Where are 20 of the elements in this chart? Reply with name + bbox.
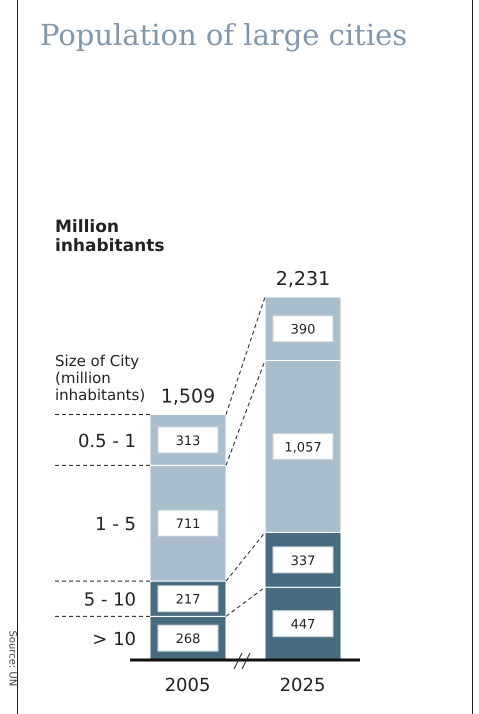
- data-label: 313: [176, 434, 200, 449]
- data-label: 268: [176, 632, 200, 648]
- series-label: > 10: [92, 629, 136, 650]
- series-label: 5 - 10: [84, 590, 136, 611]
- total-label: 1,509: [160, 385, 216, 408]
- chart-title: Population of large cities: [40, 18, 408, 52]
- y-axis-title: Million inhabitants: [55, 217, 166, 256]
- data-label: 217: [176, 592, 200, 608]
- data-label: 390: [290, 322, 316, 338]
- total-label: 2,231: [276, 268, 330, 290]
- data-label: 711: [176, 517, 200, 532]
- legend-title: Size of City (million inhabitants): [55, 352, 146, 404]
- x-tick-label: 2025: [280, 674, 326, 696]
- data-label: 1,057: [284, 440, 322, 456]
- x-tick-label: 2005: [164, 674, 210, 696]
- series-label: 0.5 - 1: [78, 430, 136, 452]
- source-note: Source: UN: [6, 630, 18, 688]
- data-label: 447: [290, 618, 316, 633]
- data-label: 337: [290, 554, 316, 569]
- series-label: 1 - 5: [95, 514, 136, 536]
